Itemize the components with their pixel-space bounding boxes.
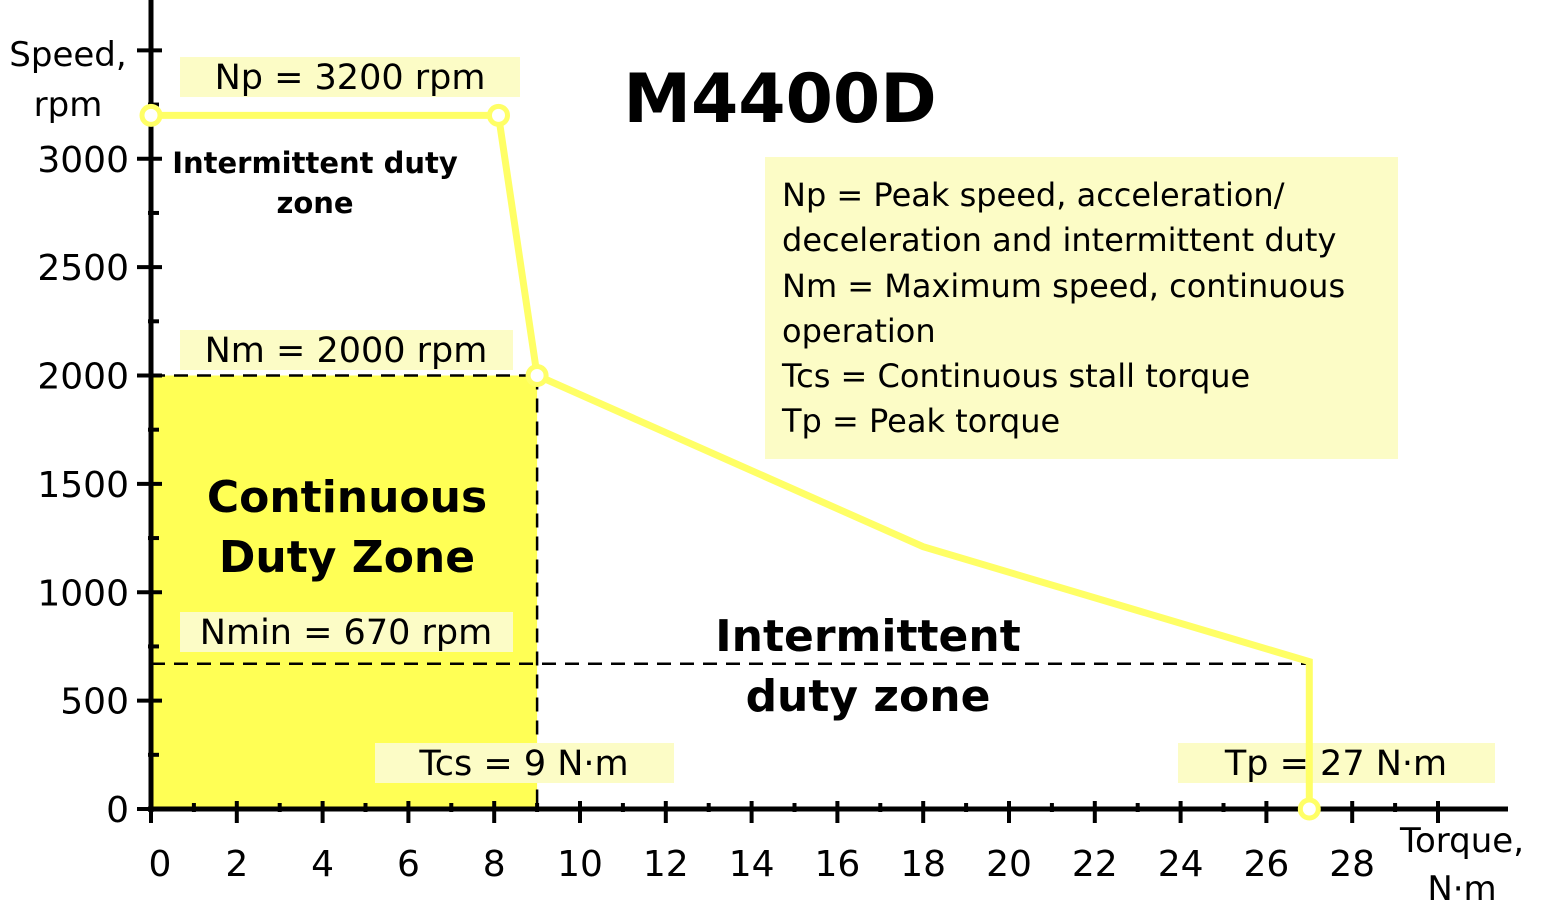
legend-box bbox=[765, 157, 1398, 459]
x-tick-label-14: 14 bbox=[729, 844, 775, 885]
tp-label: Tp = 27 N·m bbox=[1224, 744, 1447, 784]
x-tick-label-2: 2 bbox=[225, 844, 248, 885]
x-tick-label-24: 24 bbox=[1158, 844, 1204, 885]
y-axis-title-line-1: Speed, bbox=[9, 35, 126, 75]
curve-markers bbox=[139, 103, 1321, 821]
tcs-label: Tcs = 9 N·m bbox=[418, 744, 628, 784]
x-tick-label-26: 26 bbox=[1243, 844, 1289, 885]
legend-line-5: Tcs = Continuous stall torque bbox=[781, 357, 1250, 395]
x-tick-label-6: 6 bbox=[397, 844, 420, 885]
nmin-label-box bbox=[180, 612, 513, 652]
x-tick-label-10: 10 bbox=[557, 844, 603, 885]
np-label-box bbox=[180, 57, 520, 97]
y-ticks: 0 500 1000 1500 2000 2500 3000 bbox=[37, 48, 162, 831]
nm-label: Nm = 2000 rpm bbox=[205, 331, 488, 371]
y-tick-label-0: 0 bbox=[106, 790, 129, 831]
y-tick-label-2000: 2000 bbox=[37, 357, 129, 398]
y-tick-label-3000: 3000 bbox=[37, 140, 129, 181]
nmin-label: Nmin = 670 rpm bbox=[200, 613, 492, 653]
x-ticks: 0 2 4 6 8 10 12 14 16 18 20 22 24 26 28 bbox=[149, 801, 1440, 885]
curve-marker-1 bbox=[486, 103, 510, 127]
x-tick-label-0: 0 bbox=[149, 844, 172, 885]
np-label: Np = 3200 rpm bbox=[215, 58, 486, 98]
chart-title: M4400D bbox=[623, 60, 936, 139]
legend-line-4: operation bbox=[782, 312, 936, 350]
continuous-zone-label-line-1: Continuous bbox=[207, 472, 487, 523]
x-tick-label-20: 20 bbox=[986, 844, 1032, 885]
x-axis-title-line-2: N·m bbox=[1427, 869, 1496, 909]
dashed-guides bbox=[151, 374, 1310, 809]
y-tick-label-1500: 1500 bbox=[37, 465, 129, 506]
x-tick-label-4: 4 bbox=[311, 844, 334, 885]
nm-label-box bbox=[180, 330, 513, 370]
x-tick-label-18: 18 bbox=[900, 844, 946, 885]
y-axis-title-line-2: rpm bbox=[34, 85, 103, 125]
legend-line-1: Np = Peak speed, acceleration/ bbox=[782, 176, 1285, 214]
upper-intermittent-zone-label-line-2: zone bbox=[276, 186, 353, 220]
upper-intermittent-zone-label-line-1: Intermittent duty bbox=[172, 146, 458, 180]
x-tick-label-22: 22 bbox=[1072, 844, 1118, 885]
value-labels: Np = 3200 rpm Nm = 2000 rpm Nmin = 670 r… bbox=[180, 57, 1495, 784]
legend-line-3: Nm = Maximum speed, continuous bbox=[782, 267, 1345, 305]
legend-line-2: deceleration and intermittent duty bbox=[782, 221, 1336, 259]
continuous-duty-zone-area bbox=[151, 375, 538, 809]
continuous-zone-label-line-2: Duty Zone bbox=[219, 532, 475, 583]
curve-marker-0 bbox=[139, 103, 163, 127]
legend-line-6: Tp = Peak torque bbox=[781, 402, 1060, 440]
x-tick-label-16: 16 bbox=[814, 844, 860, 885]
curve-marker-2 bbox=[525, 364, 549, 387]
x-tick-label-8: 8 bbox=[483, 844, 506, 885]
lower-intermittent-zone-label-line-2: duty zone bbox=[746, 671, 991, 722]
y-tick-label-1000: 1000 bbox=[37, 573, 129, 614]
y-tick-label-500: 500 bbox=[60, 682, 129, 723]
tcs-label-box bbox=[375, 743, 674, 783]
speed-torque-curve bbox=[151, 111, 1313, 809]
tp-label-box bbox=[1178, 743, 1495, 783]
lower-intermittent-zone-label-line-1: Intermittent bbox=[715, 611, 1020, 662]
x-tick-label-12: 12 bbox=[643, 844, 689, 885]
legend: Np = Peak speed, acceleration/ decelerat… bbox=[765, 157, 1398, 459]
x-axis-title-line-1: Torque, bbox=[1399, 821, 1524, 861]
curve-marker-3 bbox=[1297, 797, 1321, 821]
x-tick-label-28: 28 bbox=[1329, 844, 1375, 885]
y-tick-label-2500: 2500 bbox=[37, 248, 129, 289]
